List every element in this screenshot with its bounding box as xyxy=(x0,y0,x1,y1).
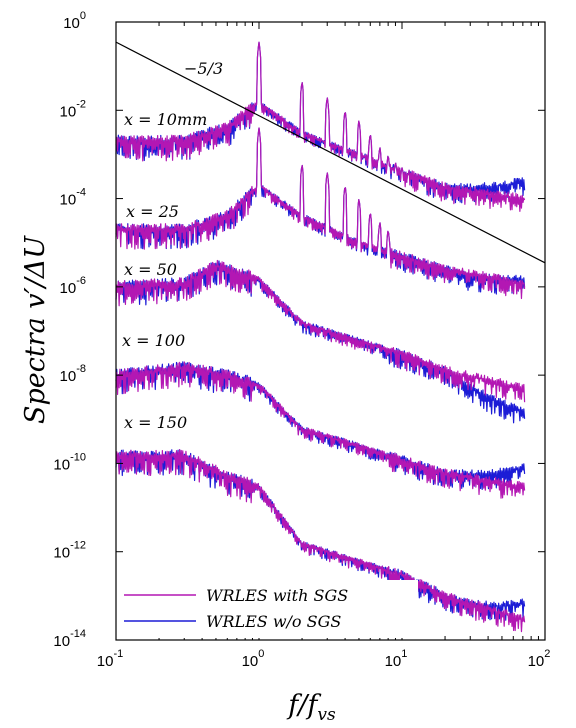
series-layer xyxy=(115,41,526,633)
y-tick-label: 100 xyxy=(63,10,86,32)
legend: WRLES with SGS WRLES w/o SGS xyxy=(118,580,418,638)
legend-box xyxy=(118,580,418,638)
reference-slope-label: −5/3 xyxy=(184,59,223,78)
legend-label-with-sgs: WRLES with SGS xyxy=(206,586,348,605)
y-tick-label: 10-12 xyxy=(53,540,86,562)
series-with-sgs-line xyxy=(115,41,526,212)
series-with-sgs-line xyxy=(115,449,526,633)
x-tick-label: 101 xyxy=(385,648,408,670)
x-tick-label: 102 xyxy=(528,648,551,670)
plot-area-border xyxy=(115,21,546,641)
y-axis-title: Spectra v′/ΔU xyxy=(20,235,51,424)
y-tick-label: 10-2 xyxy=(60,98,86,120)
series-with-sgs-line xyxy=(115,361,526,499)
station-label: x = 10mm xyxy=(124,110,207,129)
annotation-layer: −5/3 x = 10mm x = 25 x = 50 x = 100 x = 150 xyxy=(122,59,223,432)
x-axis-title: f/fvs xyxy=(286,690,336,725)
series-with-sgs-line xyxy=(115,127,526,300)
y-tick-label: 10-14 xyxy=(53,628,86,650)
y-tick-label: 10-4 xyxy=(60,187,86,209)
x-tick-label: 10-1 xyxy=(97,648,123,670)
series-with-sgs-line xyxy=(115,259,526,403)
station-label: x = 100 xyxy=(122,331,185,350)
x-tick-label: 100 xyxy=(242,648,265,670)
y-tick-label: 10-6 xyxy=(60,275,86,297)
reference-slope-line xyxy=(115,41,546,264)
y-tick-label: 10-10 xyxy=(53,451,86,473)
axes-frame xyxy=(115,21,546,641)
legend-label-wo-sgs: WRLES w/o SGS xyxy=(206,612,341,631)
y-tick-label: 10-8 xyxy=(60,363,86,385)
station-label: x = 25 xyxy=(126,202,179,221)
station-label: x = 150 xyxy=(124,413,187,432)
station-label: x = 50 xyxy=(124,260,177,279)
